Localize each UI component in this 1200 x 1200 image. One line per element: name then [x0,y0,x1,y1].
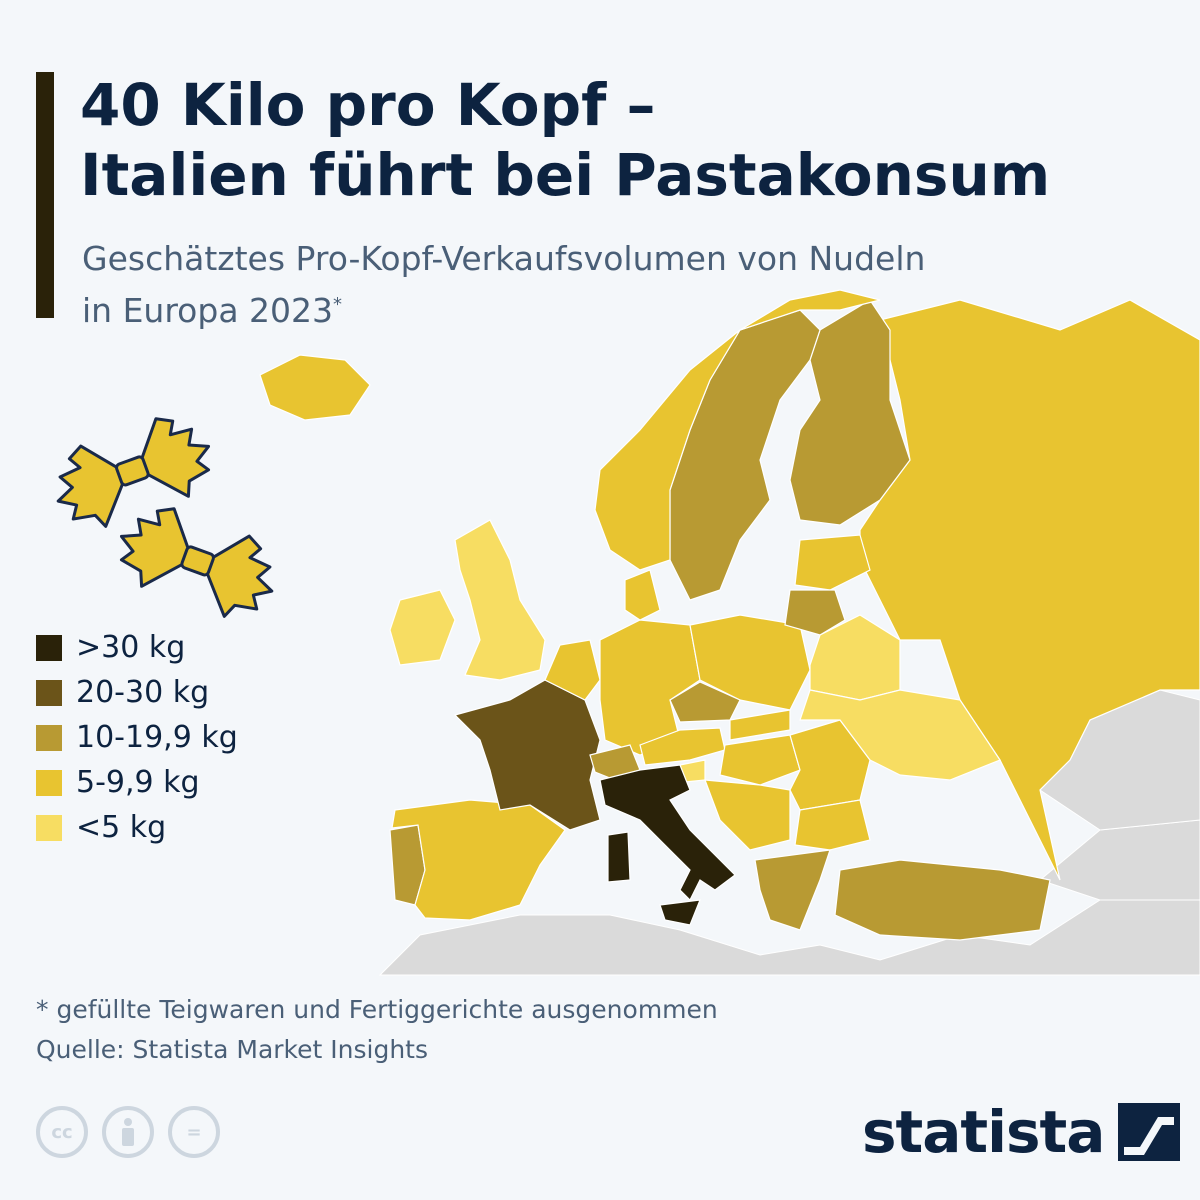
legend-item: >30 kg [36,625,238,670]
legend-label: 20-30 kg [76,675,210,710]
statista-brand[interactable]: statista [862,1098,1181,1166]
baltic-estonia-latvia-shape [794,534,871,591]
germany-shape [599,619,701,756]
czechia-shape [669,681,741,723]
ireland-shape [389,589,456,666]
iceland-shape [259,354,371,421]
footnote-text: * gefüllte Teigwaren und Fertiggerichte … [36,995,718,1024]
title-line-2: Italien führt bei Pastakonsum [80,141,1051,209]
brand-name: statista [862,1098,1105,1166]
poland-shape [689,614,811,711]
title-line-1: 40 Kilo pro Kopf – [80,71,656,139]
subtitle-line-2-wrap: in Europa 2023* [82,282,1082,334]
denmark-shape [624,569,661,621]
middle-east-region [1038,819,1200,901]
subtitle-footnote-marker: * [333,294,343,315]
map-legend: >30 kg 20-30 kg 10-19,9 kg 5-9,9 kg <5 k… [36,625,238,850]
subtitle-line-1: Geschätztes Pro-Kopf-Verkaufsvolumen von… [82,239,926,278]
slovakia-shape [729,709,791,741]
nd-icon[interactable]: = [168,1106,220,1158]
legend-label: 10-19,9 kg [76,720,238,755]
subtitle: Geschätztes Pro-Kopf-Verkaufsvolumen von… [82,236,1082,334]
cc-icon[interactable]: cc [36,1106,88,1158]
sardinia-shape [607,831,631,883]
greece-shape [754,849,831,931]
legend-label: <5 kg [76,810,167,845]
russia-shape [859,299,1200,881]
subtitle-line-2: in Europa 2023 [82,291,334,330]
legend-swatch [36,634,62,661]
legend-swatch [36,679,62,706]
page-title: 40 Kilo pro Kopf – Italien führt bei Pas… [80,70,1160,210]
legend-item: <5 kg [36,805,238,850]
italy-shape [599,764,736,902]
legend-swatch [36,769,62,796]
pasta-icon-second [119,507,274,618]
norway-shape [594,289,881,571]
by-icon[interactable] [102,1106,154,1158]
pasta-icon [56,417,211,528]
footnote-block: * gefüllte Teigwaren und Fertiggerichte … [36,990,718,1070]
finland-shape [789,299,911,526]
croatia-serbia-shape [704,779,791,851]
license-icons: cc = [36,1106,220,1158]
legend-swatch [36,724,62,751]
legend-item: 5-9,9 kg [36,760,238,805]
ukraine-shape [799,689,1001,781]
source-text: Quelle: Statista Market Insights [36,1035,428,1064]
turkey-shape [834,859,1051,941]
sicily-shape [659,899,701,926]
hungary-shape [719,734,801,786]
bulgaria-shape [794,799,871,851]
belgium-netherlands-shape [544,639,601,701]
legend-item: 10-19,9 kg [36,715,238,760]
lithuania-shape [784,589,846,636]
title-accent-bar [36,72,54,318]
legend-item: 20-30 kg [36,670,238,715]
legend-label: >30 kg [76,630,186,665]
person-icon [122,1118,134,1146]
legend-label: 5-9,9 kg [76,765,200,800]
legend-swatch [36,814,62,841]
statista-logo-icon [1118,1103,1181,1161]
uk-shape [454,519,546,681]
